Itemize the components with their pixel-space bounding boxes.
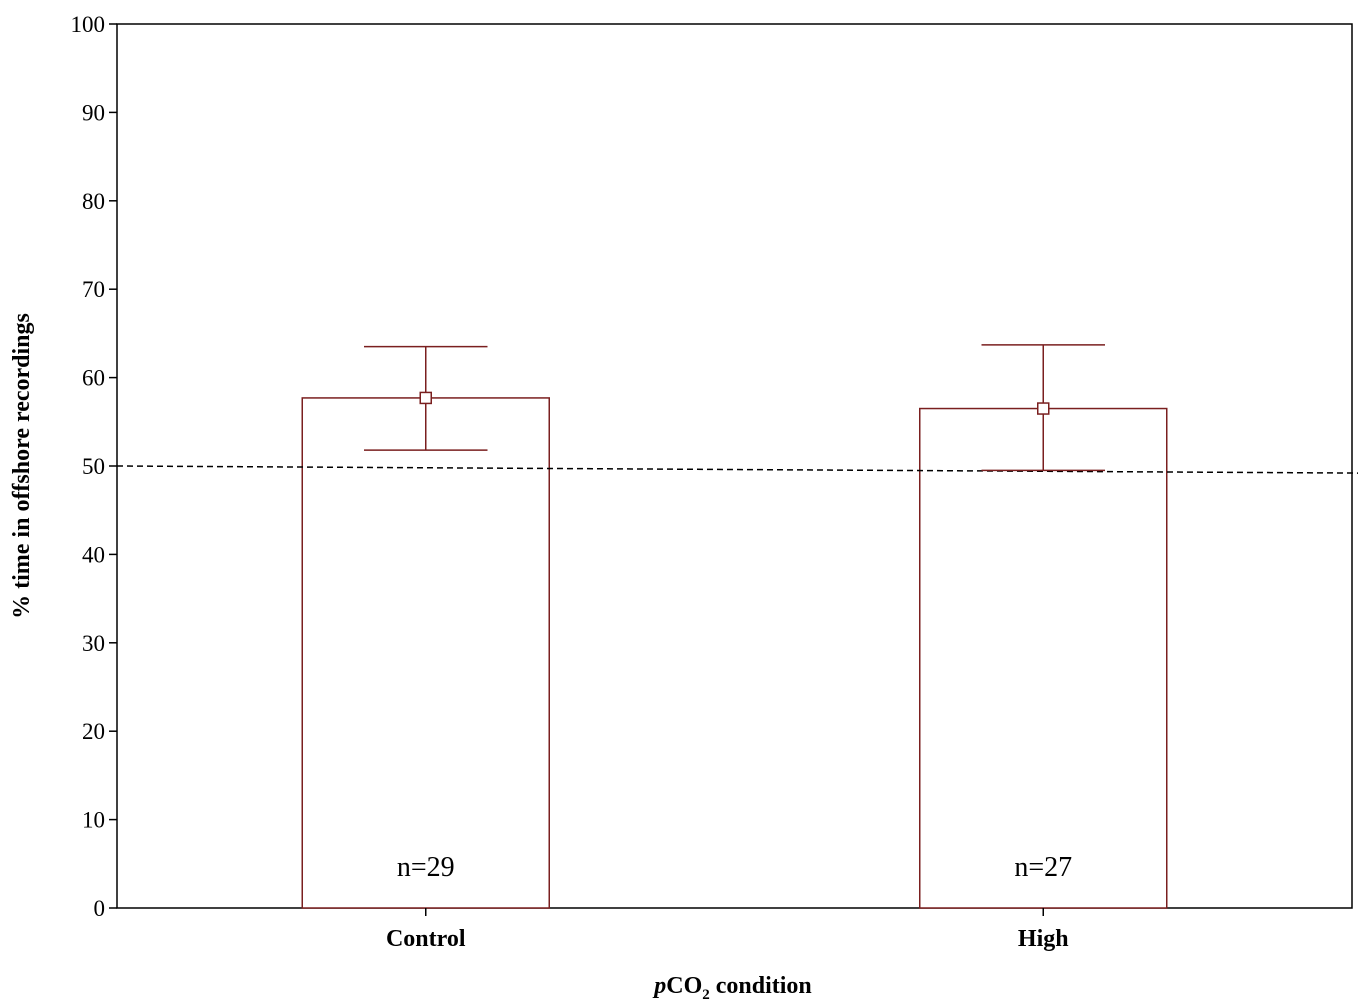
y-tick-label: 10 [82,808,105,833]
error-bars-group [364,344,1105,472]
sample-size-label: n=27 [1014,852,1072,883]
bar-control [301,397,550,909]
x-category-label: Control [386,926,466,952]
x-axis-title-rest: condition [710,973,812,999]
x-axis-title-italic: p [652,973,666,999]
mean-marker [1037,402,1050,415]
bars-group: n=29 n=27 [301,397,1168,909]
y-tick-label: 90 [82,100,105,125]
y-tick-label: 60 [82,366,105,391]
x-axis-title-subscript: 2 [702,987,710,1001]
y-axis-title: % time in offshore recordings [9,313,35,619]
y-tick-label: 100 [71,12,106,37]
x-axis: Control High [386,908,1069,952]
sample-size-label: n=29 [397,852,455,883]
x-axis-title-main: CO [666,973,702,999]
y-tick-label: 50 [82,454,105,479]
y-tick-label: 0 [94,896,106,921]
y-tick-label: 80 [82,189,105,214]
y-tick-label: 40 [82,542,105,567]
x-axis-title: pCO2 condition [652,973,812,1001]
y-axis: 0 10 20 30 40 50 60 70 80 90 100 [71,12,117,921]
y-tick-label: 70 [82,277,105,302]
y-tick-label: 20 [82,719,105,744]
bar-high [919,407,1168,909]
reference-line-50 [116,465,1358,474]
x-category-label: High [1018,926,1069,952]
y-tick-label: 30 [82,631,105,656]
mean-marker [419,391,432,405]
